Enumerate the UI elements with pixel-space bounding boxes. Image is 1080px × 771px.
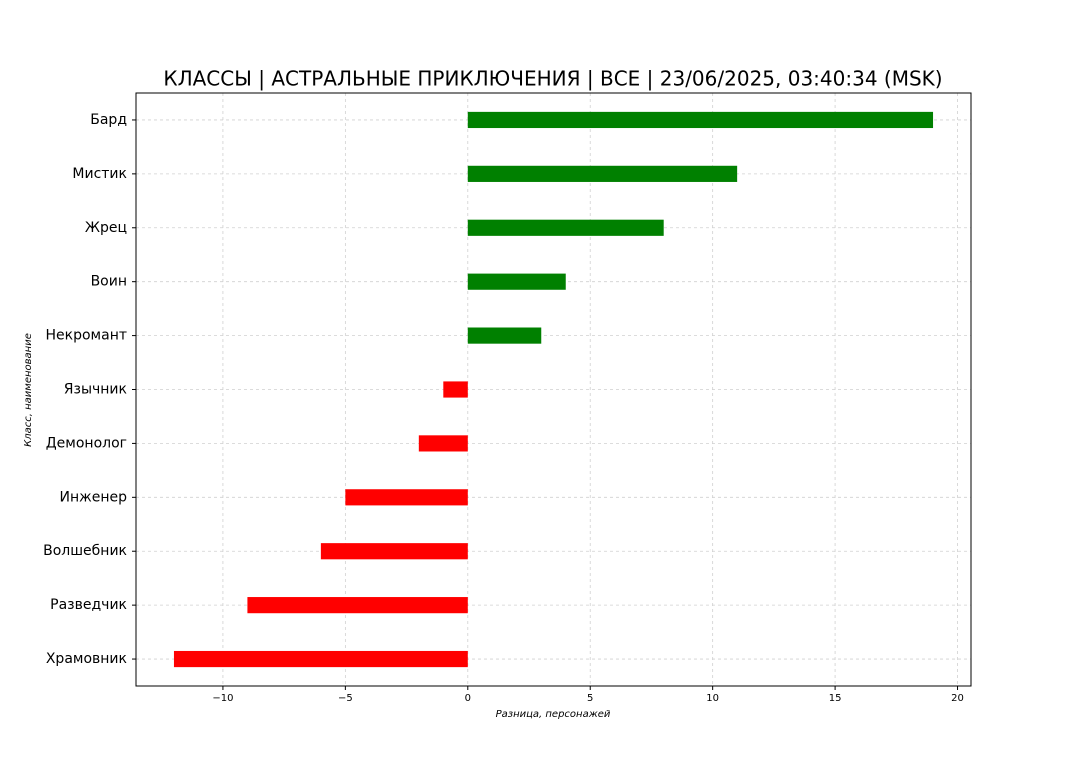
y-tick-label: Инженер xyxy=(59,489,127,505)
y-tick-label: Воин xyxy=(91,274,127,290)
y-tick-label: Мистик xyxy=(72,166,127,182)
y-axis-label: Класс, наименование xyxy=(23,333,34,447)
x-tick-label: −5 xyxy=(338,693,353,704)
y-tick-label: Некромант xyxy=(46,328,128,344)
bar xyxy=(467,327,542,344)
x-tick-label: 20 xyxy=(951,693,964,704)
plot-frame xyxy=(135,92,972,687)
y-tick-label: Жрец xyxy=(85,220,127,236)
bar xyxy=(467,165,738,182)
x-tick-label: 0 xyxy=(465,693,471,704)
y-tick-label: Храмовник xyxy=(46,651,127,667)
y-tick-label: Волшебник xyxy=(43,543,127,559)
bar xyxy=(467,219,664,236)
y-tick-label: Бард xyxy=(90,112,127,128)
bar xyxy=(418,435,468,452)
bar xyxy=(173,650,468,668)
bar xyxy=(443,381,468,398)
y-tick-label: Язычник xyxy=(64,382,127,398)
bar xyxy=(247,597,468,614)
x-tick-label: 10 xyxy=(706,693,719,704)
bar xyxy=(467,111,934,129)
y-tick-label: Демонолог xyxy=(46,435,127,451)
bar xyxy=(345,489,468,506)
bar xyxy=(467,273,566,290)
y-tick-label: Разведчик xyxy=(50,597,127,613)
x-tick-label: −10 xyxy=(212,693,233,704)
chart-title: КЛАССЫ | АСТРАЛЬНЫЕ ПРИКЛЮЧЕНИЯ | ВСЕ | … xyxy=(163,67,942,91)
bar xyxy=(320,543,468,560)
x-tick-label: 15 xyxy=(829,693,842,704)
x-tick-label: 5 xyxy=(587,693,593,704)
x-axis-label: Разница, персонажей xyxy=(496,709,611,720)
